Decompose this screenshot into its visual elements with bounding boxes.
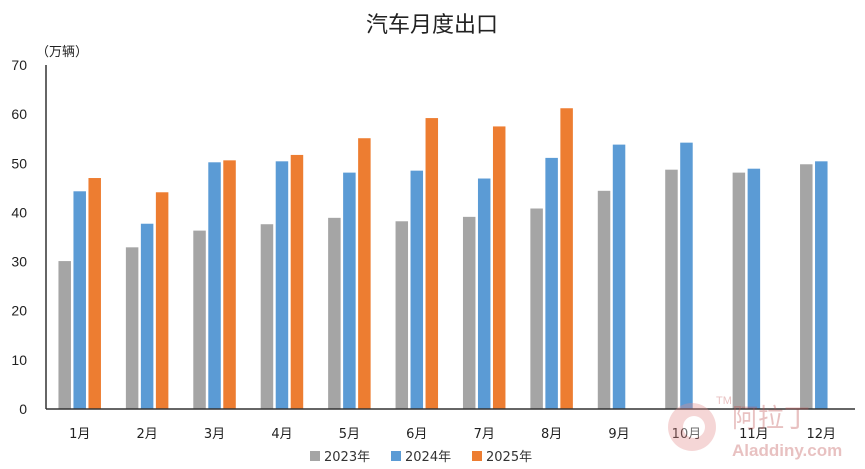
bar-2023年-2月 (125, 247, 139, 409)
bar-2025年-5月 (358, 138, 371, 410)
x-axis-category-labels: 1月 2月 3月 4月 5月 6月 7月 8月 9月 10月 11月 12月 (69, 427, 836, 442)
bar-2023年-5月 (328, 217, 341, 409)
y-tick-label: 70 (11, 57, 27, 73)
bar-2025年-2月 (155, 192, 169, 409)
bar-2023年-7月 (462, 216, 476, 409)
x-category-label: 9月 (608, 427, 629, 442)
legend-label: 2024年 (405, 450, 451, 465)
bar-2023年-6月 (395, 221, 409, 409)
legend-label: 2025年 (486, 450, 532, 465)
legend-swatch (391, 451, 401, 461)
legend-swatch (310, 451, 320, 461)
watermark-tm: TM (716, 395, 732, 407)
bar-2023年-10月 (665, 169, 678, 409)
watermark-logo-inner (683, 416, 705, 438)
bar-2024年-11月 (747, 168, 761, 409)
bar-2025年-8月 (560, 108, 573, 409)
y-axis-unit-label: （万辆） (36, 45, 88, 60)
legend-label: 2023年 (324, 450, 370, 465)
bar-2024年-12月 (815, 161, 828, 409)
legend: 2023年 2024年 2025年 (310, 450, 532, 465)
bar-2023年-11月 (732, 172, 746, 409)
chart-title: 汽车月度出口 (366, 13, 498, 38)
bar-2025年-3月 (223, 160, 236, 409)
y-tick-label: 10 (11, 352, 27, 368)
watermark-logo-icon (668, 403, 716, 451)
x-category-label: 2月 (136, 427, 157, 442)
bar-2023年-9月 (597, 190, 611, 409)
bar-2024年-1月 (73, 191, 86, 409)
bar-2023年-8月 (530, 208, 543, 409)
bar-2023年-1月 (58, 261, 71, 409)
axes (45, 65, 855, 410)
bar-2024年-3月 (208, 162, 221, 409)
x-category-label: 12月 (807, 427, 837, 442)
bar-2023年-12月 (800, 164, 813, 409)
watermark: TM 阿拉丁 Aladdiny.com (668, 395, 842, 460)
x-category-label: 4月 (271, 427, 292, 442)
bar-2025年-6月 (425, 118, 439, 410)
bar-2024年-8月 (545, 157, 558, 409)
y-tick-label: 0 (19, 401, 27, 417)
y-tick-label: 60 (11, 106, 27, 122)
bar-2024年-4月 (275, 161, 289, 409)
bar-2025年-1月 (88, 178, 101, 409)
x-category-label: 11月 (739, 427, 769, 442)
y-tick-label: 40 (11, 204, 27, 220)
x-category-label: 8月 (541, 427, 562, 442)
y-tick-label: 20 (11, 303, 27, 319)
watermark-brand: 阿拉丁 (732, 404, 810, 434)
x-category-label: 7月 (474, 427, 495, 442)
bar-2024年-7月 (477, 178, 491, 409)
legend-swatch (472, 451, 482, 461)
bar-series-group (58, 108, 828, 410)
y-tick-label: 30 (11, 254, 27, 270)
bar-2025年-7月 (492, 126, 506, 409)
bar-2024年-5月 (343, 172, 356, 409)
bar-2024年-10月 (680, 142, 693, 409)
bar-2023年-4月 (260, 224, 274, 409)
bar-2025年-4月 (290, 154, 304, 409)
x-category-label: 10月 (672, 427, 702, 442)
bar-2024年-2月 (140, 223, 154, 409)
x-category-label: 1月 (69, 427, 90, 442)
bar-2023年-3月 (193, 230, 206, 409)
x-category-label: 5月 (339, 427, 360, 442)
y-axis-ticks: 0 10 20 30 40 50 60 70 (11, 57, 27, 417)
x-category-label: 6月 (406, 427, 427, 442)
x-category-label: 3月 (204, 427, 225, 442)
bar-2024年-6月 (410, 170, 424, 409)
bar-2024年-9月 (612, 144, 626, 409)
y-tick-label: 50 (11, 155, 27, 171)
watermark-url: Aladdiny.com (732, 441, 842, 460)
